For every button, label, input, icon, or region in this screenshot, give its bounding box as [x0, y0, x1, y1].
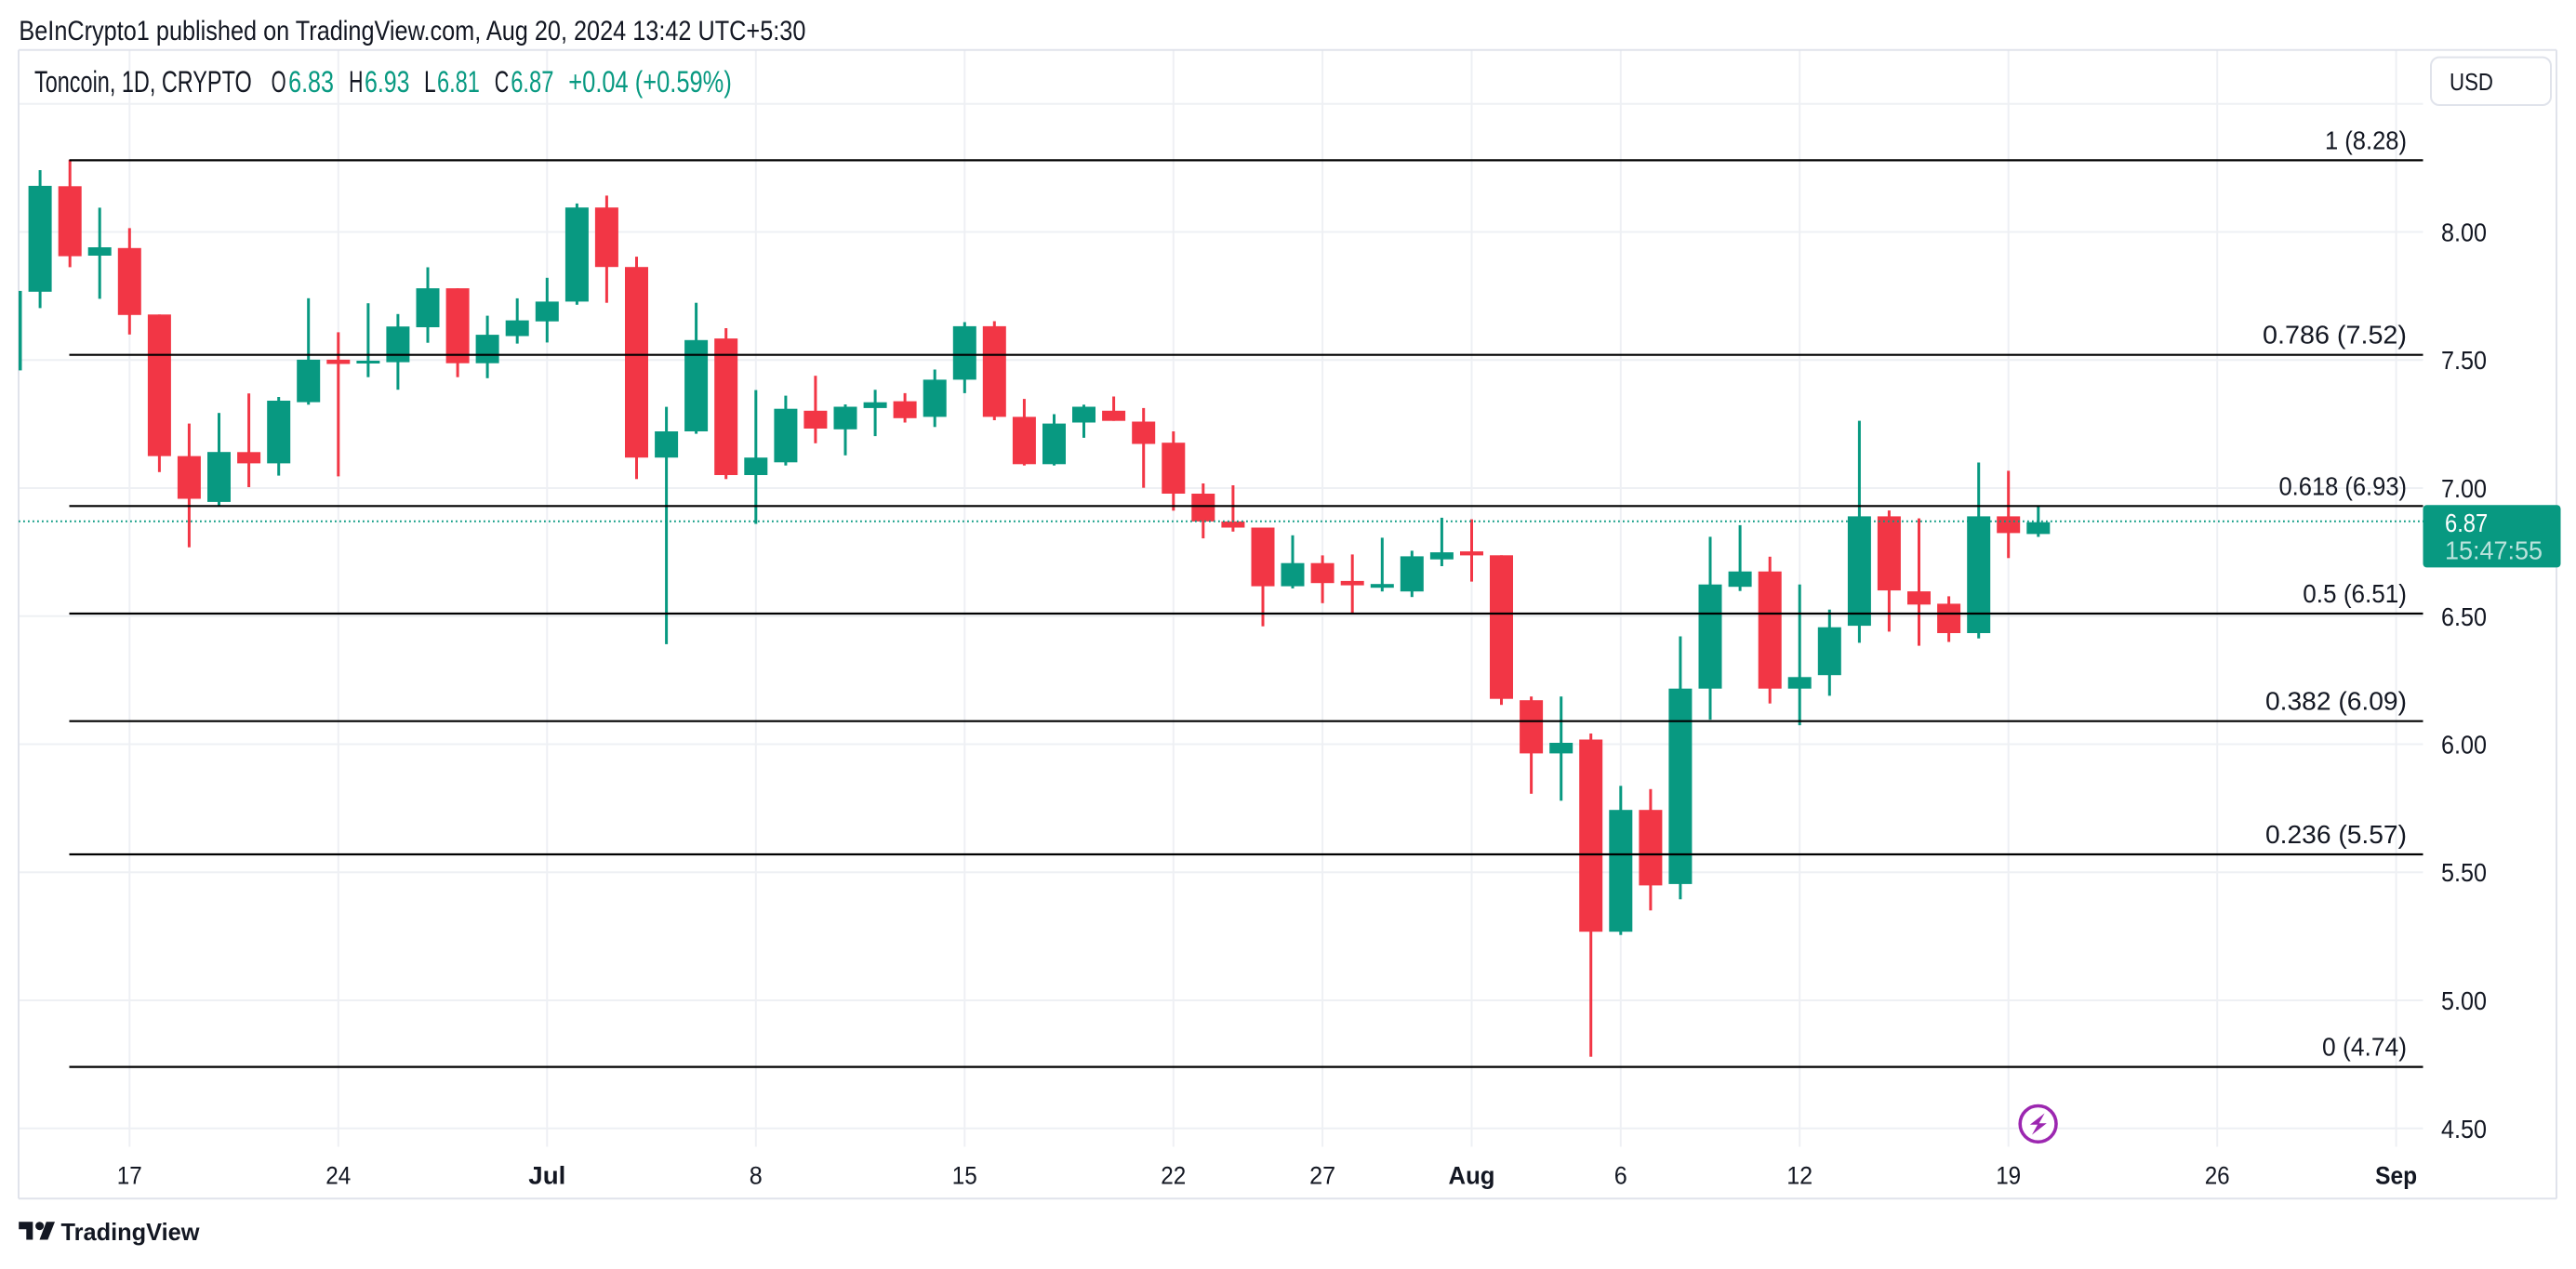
svg-text:Jul: Jul: [528, 1162, 565, 1190]
svg-text:6.83: 6.83: [288, 65, 334, 99]
svg-text:O: O: [272, 65, 286, 99]
svg-text:+0.04 (+0.59%): +0.04 (+0.59%): [568, 65, 732, 99]
svg-text:7.00: 7.00: [2441, 474, 2487, 503]
svg-text:0.5 (6.51): 0.5 (6.51): [2303, 579, 2407, 608]
svg-text:0.236 (5.57): 0.236 (5.57): [2265, 820, 2407, 849]
svg-text:0.786 (7.52): 0.786 (7.52): [2263, 321, 2407, 350]
svg-text:5.50: 5.50: [2441, 858, 2487, 887]
svg-text:15:47:55: 15:47:55: [2445, 536, 2543, 565]
svg-text:4.50: 4.50: [2441, 1115, 2487, 1143]
svg-text:C: C: [495, 65, 510, 99]
svg-text:19: 19: [1996, 1162, 2021, 1190]
svg-text:Aug: Aug: [1449, 1162, 1495, 1190]
svg-text:BeInCrypto1 published on Tradi: BeInCrypto1 published on TradingView.com…: [19, 16, 805, 46]
svg-text:L: L: [424, 65, 436, 99]
svg-text:8: 8: [750, 1162, 763, 1190]
svg-text:26: 26: [2205, 1162, 2230, 1190]
svg-text:0.382 (6.09): 0.382 (6.09): [2265, 687, 2407, 716]
svg-text:5.00: 5.00: [2441, 986, 2487, 1015]
svg-text:USD: USD: [2450, 68, 2493, 96]
svg-text:6.93: 6.93: [365, 65, 410, 99]
svg-text:17: 17: [117, 1162, 142, 1190]
svg-text:7.50: 7.50: [2441, 346, 2487, 375]
svg-text:6.87: 6.87: [511, 65, 553, 99]
svg-text:6.81: 6.81: [437, 65, 480, 99]
svg-text:Sep: Sep: [2375, 1162, 2417, 1190]
svg-text:27: 27: [1309, 1162, 1335, 1190]
svg-text:H: H: [349, 65, 363, 99]
svg-text:0 (4.74): 0 (4.74): [2322, 1033, 2407, 1062]
svg-text:0.618 (6.93): 0.618 (6.93): [2279, 471, 2408, 500]
svg-text:22: 22: [1161, 1162, 1186, 1190]
svg-text:15: 15: [952, 1162, 977, 1190]
svg-text:12: 12: [1786, 1162, 1812, 1190]
svg-text:6.50: 6.50: [2441, 602, 2487, 631]
svg-text:8.00: 8.00: [2441, 218, 2487, 247]
svg-text:TradingView: TradingView: [61, 1218, 201, 1246]
svg-text:6.87: 6.87: [2445, 509, 2488, 537]
svg-text:24: 24: [325, 1162, 351, 1190]
svg-text:6: 6: [1614, 1162, 1627, 1190]
svg-text:1 (8.28): 1 (8.28): [2325, 126, 2407, 154]
svg-text:Toncoin, 1D, CRYPTO: Toncoin, 1D, CRYPTO: [34, 65, 252, 99]
svg-text:6.00: 6.00: [2441, 731, 2487, 760]
